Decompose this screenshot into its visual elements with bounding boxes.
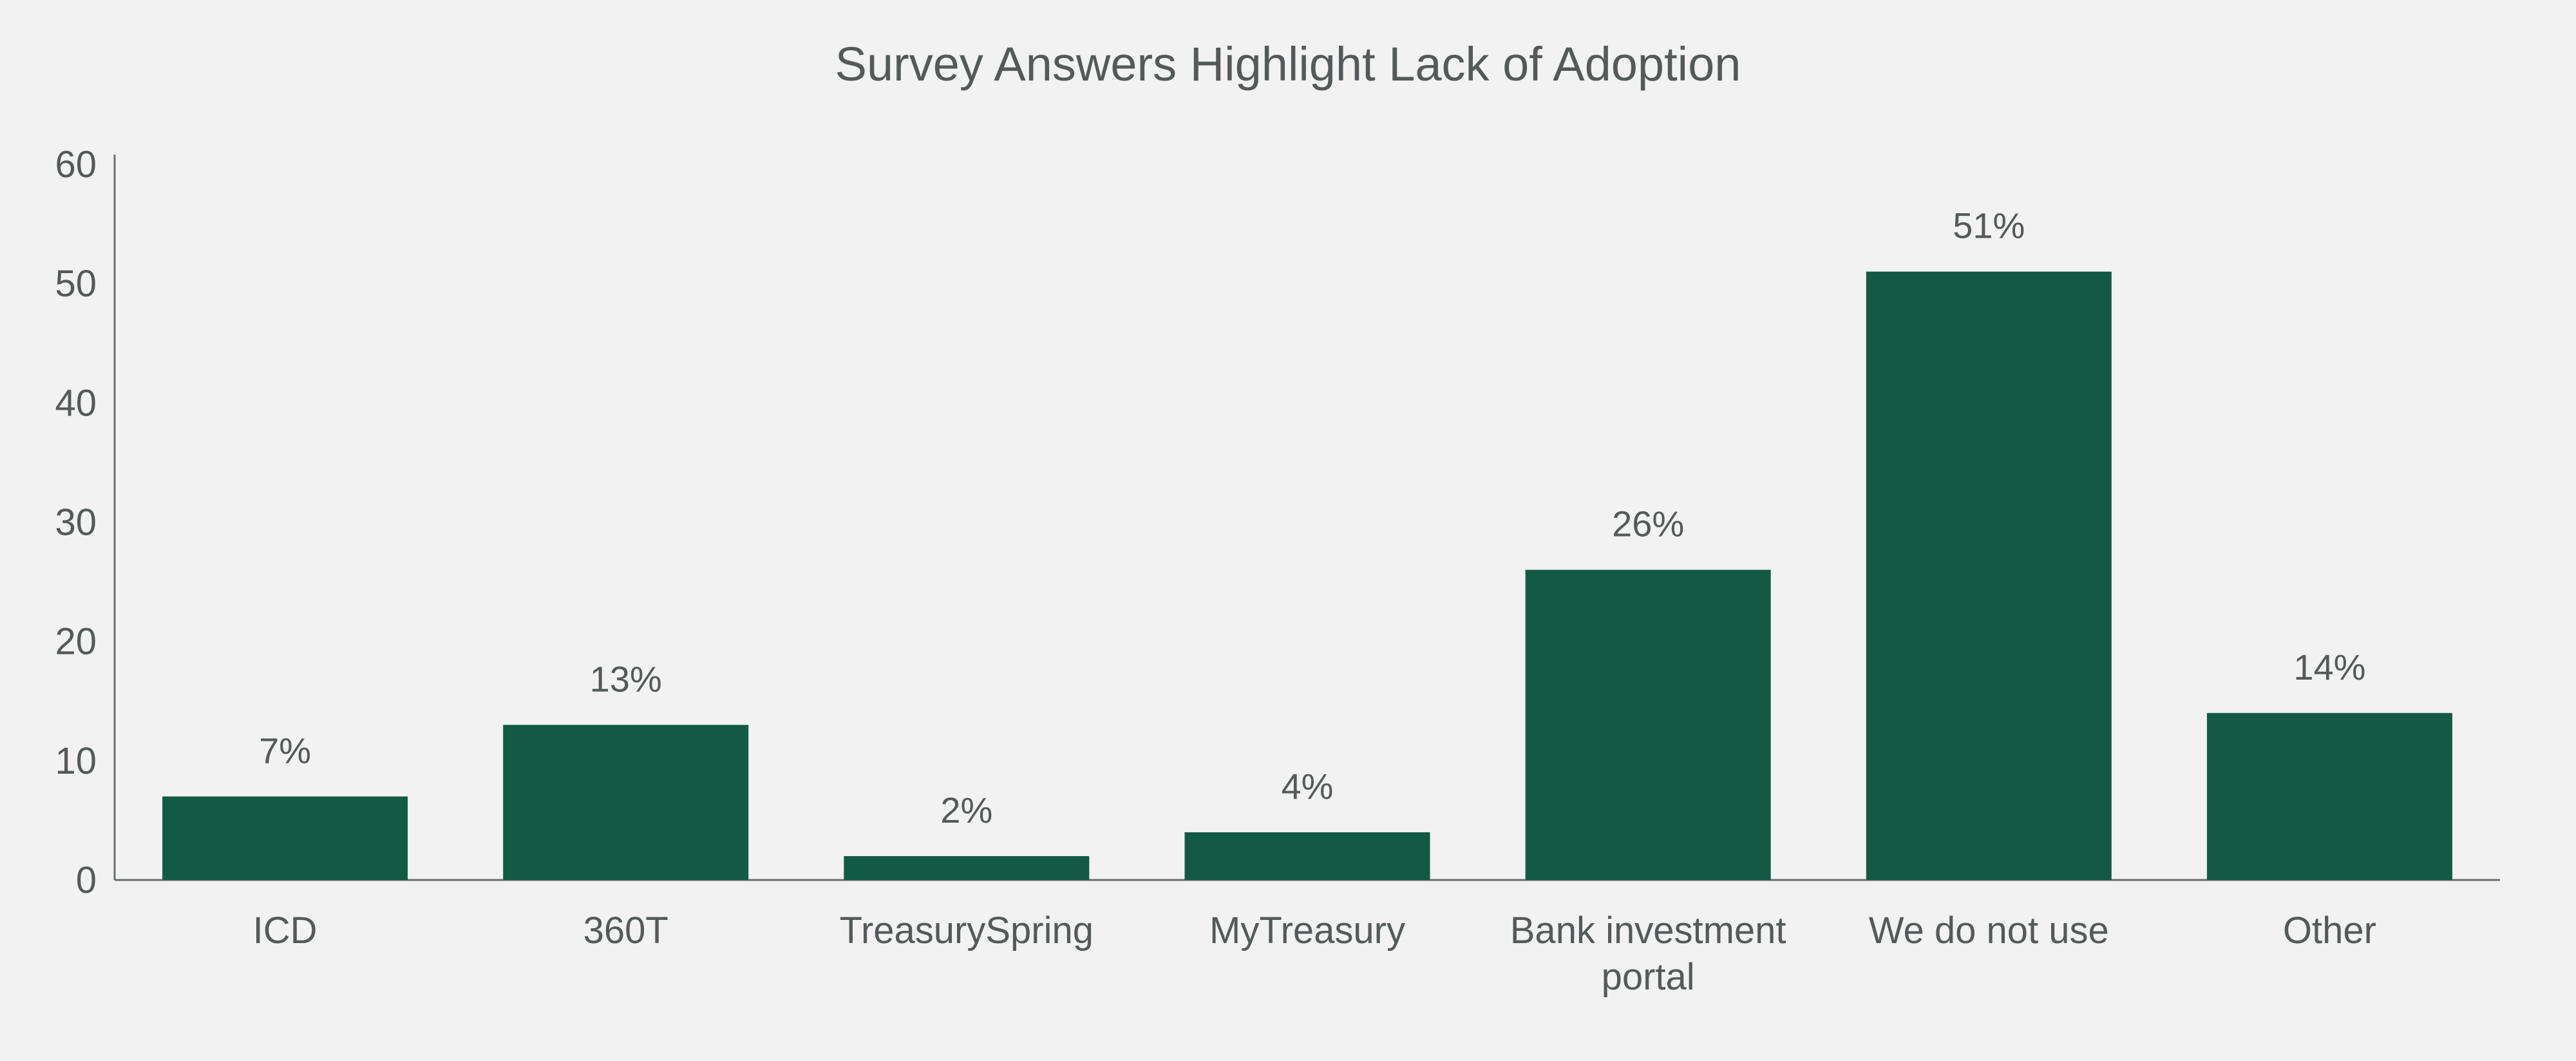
- chart-title: Survey Answers Highlight Lack of Adoptio…: [835, 37, 1741, 91]
- bar-value-label: 13%: [590, 658, 662, 699]
- bar-value-label: 14%: [2293, 647, 2365, 687]
- y-tick-label: 60: [55, 144, 97, 186]
- bar: [1866, 271, 2112, 880]
- category-labels: ICD 360T TreasurySpring MyTreasury Bank inve…: [253, 910, 2376, 998]
- category-label: TreasurySpring: [840, 910, 1094, 951]
- bar: [1525, 569, 1771, 880]
- category-label: MyTreasury: [1209, 910, 1405, 951]
- y-tick-label: 10: [55, 740, 97, 782]
- bar-value-label: 26%: [1612, 504, 1684, 544]
- bar-value-label: 4%: [1282, 766, 1334, 807]
- category-label: ICD: [253, 910, 317, 951]
- bar-value-label: 51%: [1953, 206, 2025, 246]
- category-label: Other: [2283, 910, 2376, 951]
- y-tick-label: 30: [55, 502, 97, 544]
- y-tick-label: 40: [55, 382, 97, 424]
- bar: [503, 725, 749, 880]
- bar: [1184, 832, 1430, 880]
- category-label: portal: [1602, 956, 1695, 998]
- category-label: 360T: [583, 910, 668, 951]
- y-tick-label: 0: [76, 859, 97, 901]
- category-label: We do not use: [1869, 910, 2109, 951]
- y-tick-label: 20: [55, 621, 97, 663]
- bar: [2206, 712, 2452, 880]
- bar: [162, 796, 408, 880]
- data-labels: 7% 13% 2% 4% 26% 51% 14%: [259, 206, 2365, 830]
- bar-value-label: 2%: [940, 790, 992, 830]
- bar-value-label: 7%: [259, 730, 311, 770]
- bar: [844, 855, 1090, 880]
- bars: [162, 271, 2452, 880]
- y-tick-labels: 0 10 20 30 40 50 60: [55, 144, 97, 901]
- category-label: Bank investment: [1510, 910, 1786, 951]
- y-tick-label: 50: [55, 263, 97, 305]
